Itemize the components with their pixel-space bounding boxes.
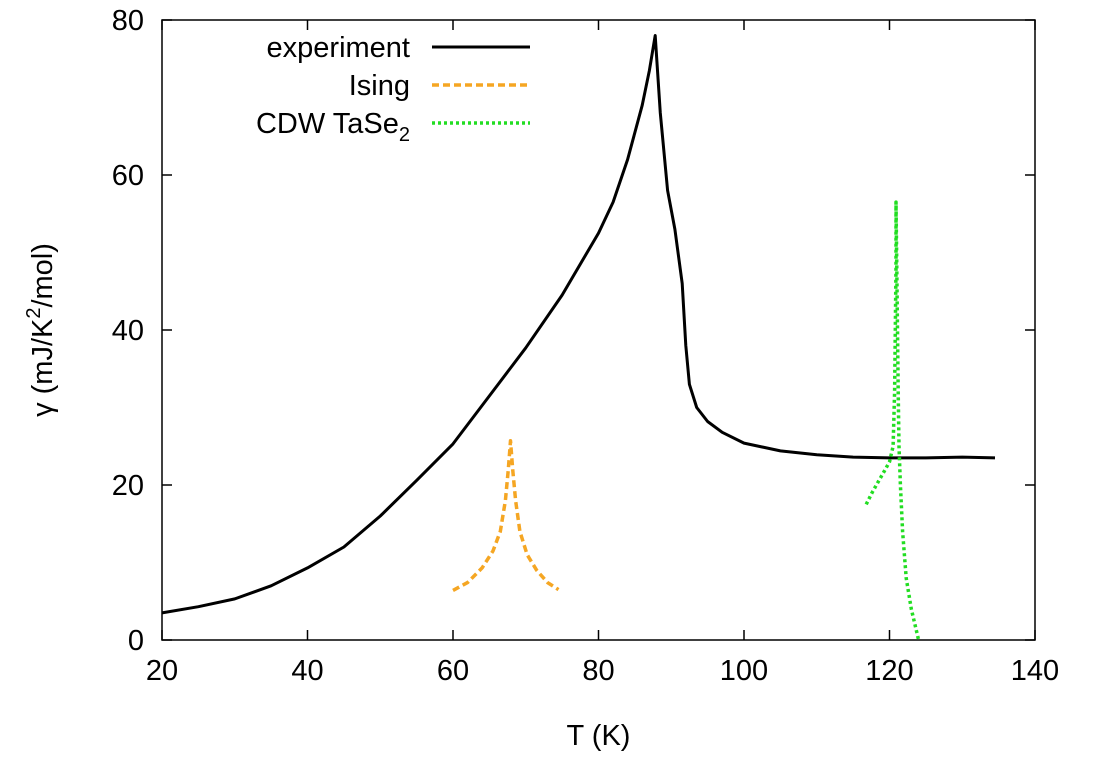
- legend-label: experiment: [267, 32, 410, 64]
- x-axis-label: T (K): [567, 720, 631, 752]
- x-tick-label: 120: [865, 655, 913, 687]
- x-tick-label: 100: [720, 655, 768, 687]
- legend-label-main: Ising: [349, 70, 410, 102]
- legend: experiment Ising CDW TaSe2: [256, 32, 530, 146]
- legend-label-subscript: 2: [399, 124, 410, 146]
- y-axis-label-tail: /mol): [27, 243, 59, 307]
- series-line-experiment: [161, 34, 996, 615]
- x-tick-label: 20: [146, 655, 178, 687]
- x-tick-label: 40: [291, 655, 323, 687]
- y-tick-label: 20: [112, 470, 144, 502]
- legend-label-main: experiment: [267, 32, 410, 64]
- y-tick-label: 80: [112, 5, 144, 37]
- series-line-cdw-tase: [864, 200, 921, 641]
- legend-label: CDW TaSe2: [256, 108, 410, 146]
- y-tick-label: 40: [112, 315, 144, 347]
- legend-label-main: CDW TaSe: [256, 108, 399, 140]
- x-tick-label: 140: [1011, 655, 1059, 687]
- series-layer: [161, 34, 996, 641]
- y-axis-label-main: γ (mJ/K: [27, 318, 59, 417]
- series-line-ising: [452, 439, 560, 592]
- y-axis-label: γ (mJ/K2/mol): [23, 243, 59, 417]
- y-tick-label: 0: [128, 625, 144, 657]
- x-tick-label: 60: [437, 655, 469, 687]
- y-axis-label-superscript: 2: [23, 308, 45, 319]
- legend-label: Ising: [349, 70, 410, 102]
- y-tick-label: 60: [112, 160, 144, 192]
- x-tick-label: 80: [582, 655, 614, 687]
